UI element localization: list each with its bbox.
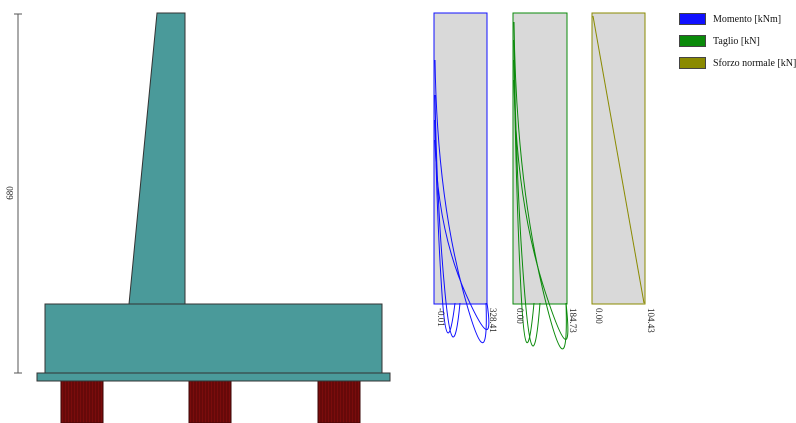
normal-force-curve: [592, 15, 645, 304]
foundation-base: [44, 303, 383, 374]
retaining-wall: [36, 12, 391, 382]
moment-curves: [434, 59, 490, 343]
legend-item-shear: Taglio [kN]: [679, 30, 796, 52]
legend-item-normal-force: Sforzo normale [kN]: [679, 52, 796, 74]
moment-panel: [433, 12, 488, 305]
height-dimension: 680: [5, 13, 22, 374]
piles: [60, 380, 361, 423]
moment-curve-4: [434, 139, 490, 330]
pile-3: [317, 380, 361, 423]
pile-1: [60, 380, 104, 423]
legend-swatch-shear: [679, 35, 706, 47]
legend-item-moment: Momento [kNm]: [679, 8, 796, 30]
shear-curve-1: [513, 21, 567, 350]
shear-min-label: 0.00: [515, 308, 525, 324]
legend-label-moment: Momento [kNm]: [713, 13, 782, 25]
legend: Momento [kNm] Taglio [kN] Sforzo normale…: [679, 8, 796, 74]
moment-diagram: -0.01 328.41: [433, 12, 498, 343]
legend-swatch-moment: [679, 13, 706, 25]
shear-diagram: 0.00 184.73: [512, 12, 578, 350]
legend-label-shear: Taglio [kN]: [713, 35, 760, 47]
moment-curve-2: [434, 94, 461, 338]
normal-force-min-label: 0.00: [594, 308, 604, 324]
normal-force-diagram: 0.00 104.43: [591, 12, 656, 333]
pile-2: [188, 380, 232, 423]
footing-plate: [36, 372, 391, 382]
shear-curves: [513, 21, 569, 350]
normal-force-max-label: 104.43: [646, 308, 656, 333]
shear-curve-3: [513, 59, 535, 343]
moment-max-label: 328.41: [488, 308, 498, 333]
legend-swatch-normal-force: [679, 57, 706, 69]
legend-label-normal-force: Sforzo normale [kN]: [713, 57, 796, 69]
shear-max-label: 184.73: [568, 308, 578, 333]
wall-stem: [128, 12, 186, 305]
shear-curve-4: [513, 79, 569, 340]
moment-min-label: -0.01: [436, 308, 446, 327]
height-dimension-label: 680: [5, 186, 15, 200]
